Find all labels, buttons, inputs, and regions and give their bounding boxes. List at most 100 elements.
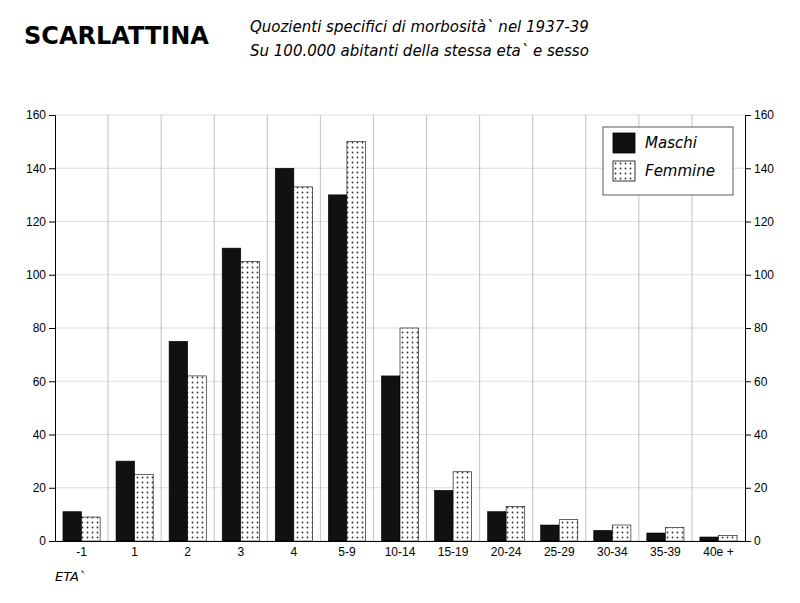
bar — [559, 520, 578, 541]
subtitle: Su 100.000 abitanti della stessa eta` e … — [250, 42, 589, 60]
tick: 3 — [237, 541, 244, 559]
tick: 80 — [33, 321, 55, 335]
tick-label: 10-14 — [385, 545, 416, 559]
tick-label: 15-19 — [438, 545, 469, 559]
grid-line — [55, 115, 745, 116]
tick-mark — [49, 435, 55, 436]
separator — [426, 115, 427, 541]
x-axis-label: ETA` — [55, 569, 85, 584]
bar — [506, 506, 525, 541]
tick-label: 5-9 — [338, 545, 356, 559]
tick: 25-29 — [544, 541, 575, 559]
legend-swatch — [613, 133, 635, 153]
tick: 2 — [184, 541, 191, 559]
chart-container: SCARLATTINAQuozienti specifici di morbos… — [0, 0, 800, 603]
tick-label: 25-29 — [544, 545, 575, 559]
tick: 160 — [26, 108, 55, 122]
legend-swatch — [613, 161, 635, 181]
tick-label: 120 — [26, 215, 46, 229]
x-axis: -112345-910-1415-1920-2425-2930-3435-394… — [56, 541, 746, 559]
tick-label: 20 — [754, 481, 768, 495]
tick: 40e + — [703, 541, 733, 559]
tick-mark — [49, 115, 55, 116]
tick-label: 20 — [33, 481, 47, 495]
bar — [63, 512, 82, 541]
bar — [222, 248, 241, 541]
axis-line — [746, 116, 752, 542]
bar — [241, 261, 260, 541]
grid-line — [55, 221, 745, 222]
tick-mark — [49, 275, 55, 276]
separator — [108, 115, 109, 541]
bar — [541, 525, 560, 541]
title: SCARLATTINA — [24, 22, 209, 50]
tick-mark — [745, 222, 751, 223]
bar — [435, 490, 454, 541]
bar — [135, 474, 154, 541]
bar — [381, 376, 400, 541]
separator — [214, 115, 215, 541]
tick: 4 — [291, 541, 298, 559]
bar-series — [63, 168, 719, 541]
tick: 30-34 — [597, 541, 628, 559]
tick-label: 40 — [754, 428, 768, 442]
bar — [453, 472, 472, 541]
tick: 20 — [745, 481, 768, 495]
tick-label: 0 — [754, 534, 761, 548]
bar — [647, 533, 666, 541]
tick-label: 40 — [33, 428, 47, 442]
y-axis: 020406080100120140160 — [26, 108, 56, 548]
plot-area — [63, 142, 737, 541]
bar — [328, 195, 347, 541]
tick-mark — [745, 381, 751, 382]
tick: 40 — [745, 428, 768, 442]
tick: 35-39 — [650, 541, 681, 559]
tick: 5-9 — [338, 541, 356, 559]
legend-item: Femmine — [613, 161, 715, 181]
tick-label: 4 — [291, 545, 298, 559]
bar — [718, 536, 737, 541]
tick: 20-24 — [491, 541, 522, 559]
separator — [532, 115, 533, 541]
bar — [188, 376, 207, 541]
tick-label: 60 — [33, 375, 47, 389]
axis-line — [49, 116, 56, 542]
tick-label: 160 — [754, 108, 774, 122]
separator — [267, 115, 268, 541]
tick: 1 — [131, 541, 138, 559]
tick-mark — [49, 541, 55, 542]
tick: 140 — [745, 162, 774, 176]
chart-svg: SCARLATTINAQuozienti specifici di morbos… — [0, 0, 800, 603]
tick: 60 — [745, 375, 768, 389]
axis-line — [56, 541, 746, 542]
tick-label: 100 — [754, 268, 774, 282]
tick-label: 40e + — [703, 545, 733, 559]
tick-mark — [745, 435, 751, 436]
legend-label: Femmine — [645, 162, 715, 180]
grid-line — [55, 274, 745, 275]
tick: 100 — [26, 268, 55, 282]
tick-label: 140 — [754, 162, 774, 176]
tick-label: 35-39 — [650, 545, 681, 559]
grid — [55, 115, 745, 541]
tick-label: 3 — [237, 545, 244, 559]
bar — [294, 187, 313, 541]
tick: 10-14 — [385, 541, 416, 559]
tick-mark — [49, 168, 55, 169]
separator — [373, 115, 374, 541]
tick-mark — [49, 381, 55, 382]
bar — [700, 537, 719, 541]
bar — [275, 168, 294, 541]
tick-label: 30-34 — [597, 545, 628, 559]
legend-label: Maschi — [645, 134, 698, 152]
bar — [169, 341, 188, 541]
bar — [347, 142, 366, 541]
separator — [479, 115, 480, 541]
tick-mark — [745, 168, 751, 169]
tick-label: 1 — [131, 545, 138, 559]
bar — [400, 328, 419, 541]
tick-mark — [745, 328, 751, 329]
y2-axis: 020406080100120140160 — [745, 108, 774, 548]
tick-label: 100 — [26, 268, 46, 282]
tick: 40 — [33, 428, 55, 442]
